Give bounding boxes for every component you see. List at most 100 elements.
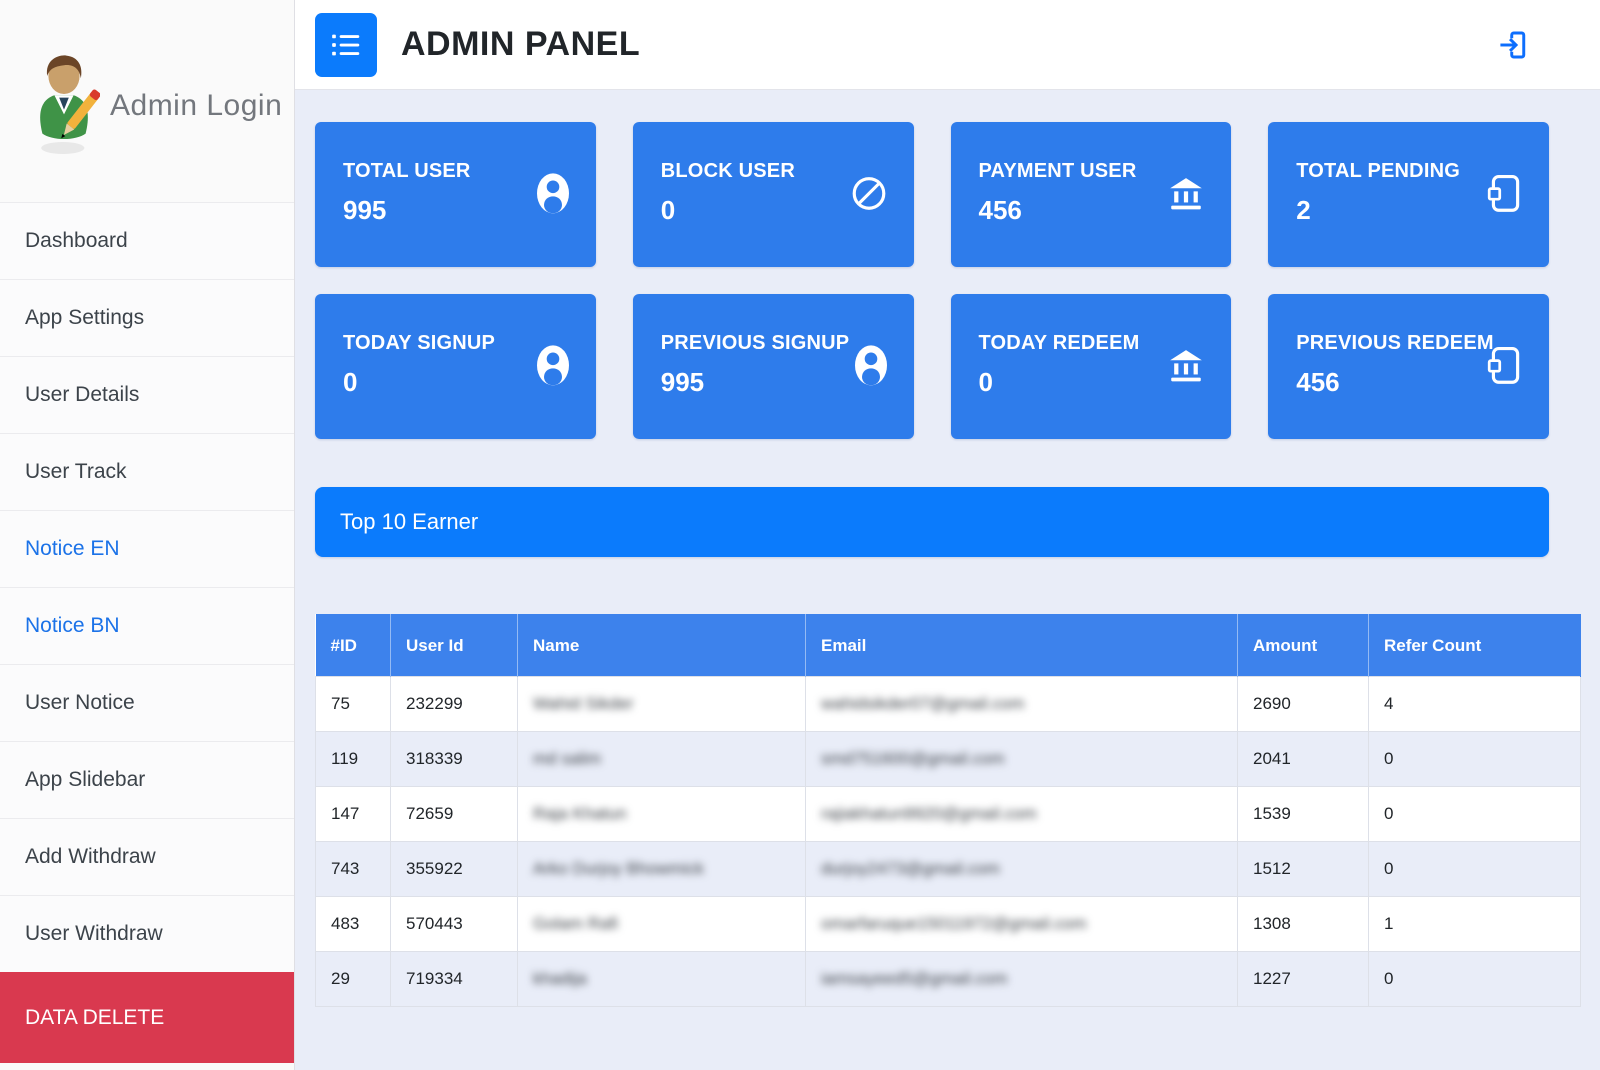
top-earner-table: #ID User Id Name Email Amount Refer Count 75 2… [315,614,1581,1007]
cell-id: 483 [315,896,391,952]
column-header-amount: Amount [1237,614,1369,677]
stat-card-total-user: TOTAL USER 995 [315,122,596,267]
bank-icon [1167,174,1205,212]
stat-card-today-signup: TODAY SIGNUP 0 [315,294,596,439]
stat-card-payment-user: PAYMENT USER 456 [950,122,1232,267]
stat-card-value: 0 [978,367,993,397]
admin-avatar-icon [28,52,101,160]
sidebar-item-user-notice[interactable]: User Notice [0,664,294,741]
sidebar-item-user-track[interactable]: User Track [0,433,294,510]
sidebar-item-label: Notice BN [25,614,120,637]
sidebar-item-label: Notice EN [25,537,120,560]
stat-cards-grid: TOTAL USER 995 BLOCK USER 0 PAYMENT USER 45… [315,122,1549,439]
cell-email: iamsayeed5@gmail.com [805,951,1238,1007]
stat-card-total-pending: TOTAL PENDING 2 [1268,122,1549,267]
stat-card-title: TODAY REDEEM [978,332,1140,354]
sidebar-item-label: App Slidebar [25,768,146,791]
cell-name: Raja Khatun [517,786,806,842]
page-title: ADMIN PANEL [401,25,641,63]
stat-card-value: 0 [660,195,676,225]
cell-amount: 1512 [1237,841,1369,897]
stat-card-value: 995 [343,195,387,225]
sidebar-menu: Dashboard App Settings User Details User Tr… [0,202,294,1063]
stat-card-value: 2 [1296,195,1311,225]
cell-refer-count: 0 [1368,841,1581,897]
table-row: 29 719334 khadija iamsayeed5@gmail.com 1227 0 [315,951,1581,1007]
sidebar-item-app-settings[interactable]: App Settings [0,279,294,356]
cell-name: Arko Durjoy Bhowmick [517,841,806,897]
list-icon [331,32,361,58]
sidebar-item-label: App Settings [25,306,145,329]
cell-id: 743 [315,841,391,897]
table-row: 743 355922 Arko Durjoy Bhowmick durjoy2473@… [315,841,1581,897]
admin-login-label: Admin Login [110,89,283,122]
person-icon [536,344,570,386]
stat-card-title: TODAY SIGNUP [343,332,496,354]
stat-card-block-user: BLOCK USER 0 [632,122,914,267]
column-header-email: Email [805,614,1238,677]
cell-id: 147 [315,786,391,842]
menu-toggle-button[interactable] [315,12,377,77]
cell-name: khadija [517,951,806,1007]
sidebar-item-label: User Track [25,460,127,483]
sidebar-item-data-delete[interactable]: DATA DELETE [0,972,294,1063]
logout-button[interactable] [1497,28,1531,62]
cell-name: md salim [517,731,806,787]
ban-icon [850,174,888,212]
dashboard-content: TOTAL USER 995 BLOCK USER 0 PAYMENT USER 45… [295,90,1600,1070]
cell-amount: 1227 [1237,951,1369,1007]
top-earner-section-bar: Top 10 Earner [315,487,1549,557]
stat-card-title: PAYMENT USER [978,160,1137,182]
sidebar-item-label: User Withdraw [25,922,163,945]
cell-refer-count: 4 [1368,676,1581,732]
column-header-name: Name [517,614,806,677]
stat-card-value: 456 [978,195,1022,225]
top-header: ADMIN PANEL [295,0,1600,90]
cell-name: Golam Rafi [517,896,806,952]
cell-user-id: 318339 [390,731,518,787]
wallet-icon [1487,173,1523,213]
sidebar-item-user-details[interactable]: User Details [0,356,294,433]
main-area: ADMIN PANEL TOTAL USER 995 BLOCK USER 0 PA… [295,0,1600,1070]
stat-card-title: TOTAL USER [343,160,471,182]
table-row: 75 232299 Wahid Sikder wahidsikder07@gmail.… [315,676,1581,732]
table-row: 119 318339 md salim smd751600@gmail.com 2041… [315,731,1581,787]
sidebar-item-dashboard[interactable]: Dashboard [0,202,294,279]
top-earner-title: Top 10 Earner [340,509,479,534]
cell-name: Wahid Sikder [517,676,806,732]
cell-email: smd751600@gmail.com [805,731,1238,787]
wallet-icon [1487,345,1523,385]
cell-refer-count: 1 [1368,896,1581,952]
stat-card-title: PREVIOUS REDEEM [1296,332,1494,354]
sidebar-item-label: User Notice [25,691,135,714]
table-row: 147 72659 Raja Khatun rajiakhatun9920@gmail… [315,786,1581,842]
stat-card-title: PREVIOUS SIGNUP [660,332,850,354]
column-header-id: #ID [315,614,391,677]
cell-id: 119 [315,731,391,787]
table-row: 483 570443 Golam Rafi omarfaruque15011972@g… [315,896,1581,952]
column-header-refer-count: Refer Count [1368,614,1581,677]
cell-email: omarfaruque15011972@gmail.com [805,896,1238,952]
cell-email: wahidsikder07@gmail.com [805,676,1238,732]
cell-refer-count: 0 [1368,786,1581,842]
stat-card-title: BLOCK USER [660,160,795,182]
sidebar-item-add-withdraw[interactable]: Add Withdraw [0,818,294,895]
column-header-user-id: User Id [390,614,518,677]
sidebar-item-notice-en[interactable]: Notice EN [0,510,294,587]
sidebar: Admin Login Dashboard App Settings User De… [0,0,295,1070]
cell-id: 75 [315,676,391,732]
cell-user-id: 232299 [390,676,518,732]
sidebar-item-notice-bn[interactable]: Notice BN [0,587,294,664]
sidebar-item-label: User Details [25,383,140,406]
box-arrow-in-right-icon [1497,28,1531,62]
sidebar-item-label: Add Withdraw [25,845,156,868]
person-icon [536,172,570,214]
cell-id: 29 [315,951,391,1007]
sidebar-item-app-slidebar[interactable]: App Slidebar [0,741,294,818]
bank-icon [1167,346,1205,384]
cell-user-id: 72659 [390,786,518,842]
stat-card-value: 0 [343,367,358,397]
cell-refer-count: 0 [1368,951,1581,1007]
sidebar-item-user-withdraw[interactable]: User Withdraw [0,895,294,972]
stat-card-value: 456 [1296,367,1340,397]
